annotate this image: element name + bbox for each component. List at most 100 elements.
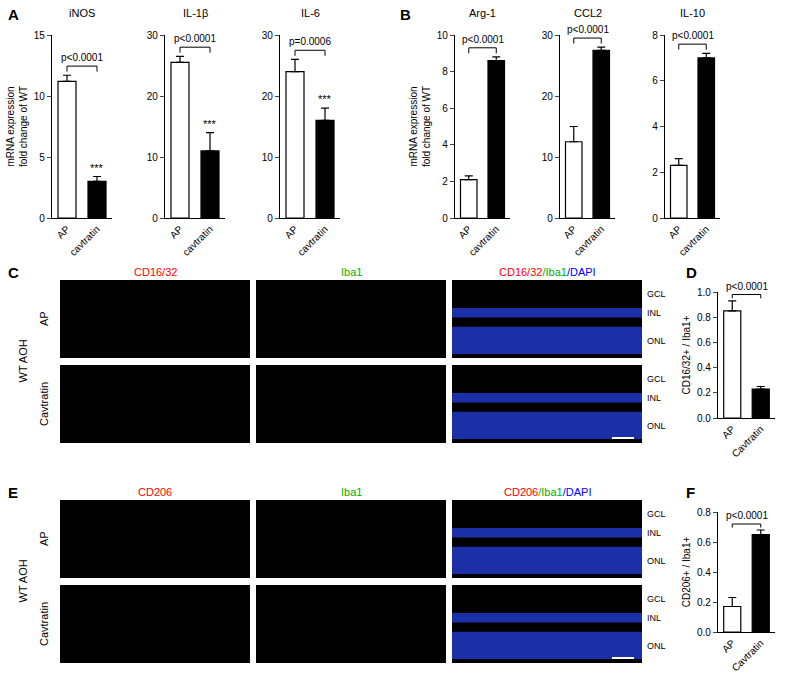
svg-text:AP: AP xyxy=(55,223,72,240)
svg-text:mRNA expressionfold change of: mRNA expressionfold change of WT xyxy=(408,86,432,167)
svg-text:p<0.0001: p<0.0001 xyxy=(726,281,768,292)
svg-text:6: 6 xyxy=(442,103,448,114)
svg-text:INL: INL xyxy=(647,308,661,318)
svg-text:IL-10: IL-10 xyxy=(680,7,705,19)
svg-text:iNOS: iNOS xyxy=(69,7,95,19)
svg-text:Cavtratin: Cavtratin xyxy=(730,423,766,459)
svg-text:10: 10 xyxy=(147,152,159,163)
svg-text:p<0.0001: p<0.0001 xyxy=(61,52,103,63)
svg-text:10: 10 xyxy=(34,91,46,102)
svg-text:AP: AP xyxy=(168,223,185,240)
svg-text:CCL2: CCL2 xyxy=(574,7,602,19)
svg-text:p<0.0001: p<0.0001 xyxy=(567,24,609,35)
svg-text:p<0.0001: p<0.0001 xyxy=(672,30,714,41)
svg-text:cavtratin: cavtratin xyxy=(180,223,215,258)
svg-text:ONL: ONL xyxy=(647,556,666,566)
svg-text:Iba1: Iba1 xyxy=(341,266,362,278)
svg-text:A: A xyxy=(8,6,19,23)
svg-text:0.8: 0.8 xyxy=(697,312,711,323)
svg-text:0: 0 xyxy=(152,213,158,224)
svg-text:INL: INL xyxy=(647,528,661,538)
svg-text:0: 0 xyxy=(267,213,273,224)
svg-text:0.4: 0.4 xyxy=(697,567,711,578)
svg-text:0.2: 0.2 xyxy=(697,387,711,398)
svg-text:CD206+ / Iba1+: CD206+ / Iba1+ xyxy=(681,537,692,608)
svg-text:AP: AP xyxy=(561,223,578,240)
svg-text:4: 4 xyxy=(652,121,658,132)
svg-text:AP: AP xyxy=(720,637,737,654)
svg-text:IL-6: IL-6 xyxy=(301,7,320,19)
svg-text:0.4: 0.4 xyxy=(697,362,711,373)
svg-text:cavtratin: cavtratin xyxy=(295,223,330,258)
svg-text:cavtratin: cavtratin xyxy=(677,223,712,258)
svg-text:ONL: ONL xyxy=(647,336,666,346)
svg-text:CD206/Iba1/DAPI: CD206/Iba1/DAPI xyxy=(504,486,591,498)
svg-text:2: 2 xyxy=(442,176,448,187)
svg-text:GCL: GCL xyxy=(647,289,666,299)
svg-text:CD16/32: CD16/32 xyxy=(134,266,177,278)
svg-text:8: 8 xyxy=(442,66,448,77)
svg-text:***: *** xyxy=(203,118,217,130)
svg-text:AP: AP xyxy=(456,223,473,240)
svg-text:0.0: 0.0 xyxy=(697,627,711,638)
svg-text:p<0.0001: p<0.0001 xyxy=(462,34,504,45)
svg-text:20: 20 xyxy=(542,91,554,102)
svg-text:AP: AP xyxy=(38,311,50,326)
svg-text:F: F xyxy=(686,484,695,501)
svg-text:10: 10 xyxy=(542,152,554,163)
svg-text:0: 0 xyxy=(39,213,45,224)
svg-text:WT AOH: WT AOH xyxy=(17,559,29,602)
svg-text:WT AOH: WT AOH xyxy=(17,339,29,382)
svg-text:2: 2 xyxy=(652,167,658,178)
svg-text:ONL: ONL xyxy=(647,641,666,651)
svg-text:Cavtratin: Cavtratin xyxy=(730,637,766,673)
svg-text:10: 10 xyxy=(262,152,274,163)
svg-text:Arg-1: Arg-1 xyxy=(469,7,496,19)
svg-text:0.0: 0.0 xyxy=(697,413,711,424)
svg-text:0.2: 0.2 xyxy=(697,597,711,608)
svg-text:INL: INL xyxy=(647,393,661,403)
svg-text:cavtratin: cavtratin xyxy=(572,223,607,258)
svg-text:0.8: 0.8 xyxy=(697,507,711,518)
svg-text:GCL: GCL xyxy=(647,374,666,384)
svg-text:8: 8 xyxy=(652,30,658,41)
svg-text:GCL: GCL xyxy=(647,509,666,519)
svg-text:E: E xyxy=(8,484,18,501)
svg-text:CD16/32/Iba1/DAPI: CD16/32/Iba1/DAPI xyxy=(499,266,596,278)
svg-text:30: 30 xyxy=(262,30,274,41)
svg-text:0: 0 xyxy=(547,213,553,224)
svg-text:AP: AP xyxy=(720,423,737,440)
svg-text:p<0.0001: p<0.0001 xyxy=(174,33,216,44)
svg-text:AP: AP xyxy=(38,531,50,546)
svg-text:20: 20 xyxy=(262,91,274,102)
svg-text:mRNA expressionfold change of: mRNA expressionfold change of WT xyxy=(5,86,29,167)
svg-text:0.6: 0.6 xyxy=(697,337,711,348)
svg-text:Cavtratin: Cavtratin xyxy=(38,382,50,426)
svg-text:5: 5 xyxy=(39,152,45,163)
svg-text:***: *** xyxy=(90,162,104,174)
svg-text:4: 4 xyxy=(442,139,448,150)
svg-text:CD206: CD206 xyxy=(138,486,172,498)
svg-text:6: 6 xyxy=(652,75,658,86)
svg-text:30: 30 xyxy=(147,30,159,41)
svg-text:15: 15 xyxy=(34,30,46,41)
svg-text:Cavtratin: Cavtratin xyxy=(38,602,50,646)
svg-text:GCL: GCL xyxy=(647,594,666,604)
svg-text:ONL: ONL xyxy=(647,421,666,431)
svg-text:INL: INL xyxy=(647,613,661,623)
svg-text:30: 30 xyxy=(542,30,554,41)
svg-text:p=0.0006: p=0.0006 xyxy=(289,36,331,47)
svg-text:0.6: 0.6 xyxy=(697,537,711,548)
svg-text:cavtratin: cavtratin xyxy=(467,223,502,258)
svg-text:***: *** xyxy=(318,93,332,105)
svg-text:CD16/32+ / Iba1+: CD16/32+ / Iba1+ xyxy=(681,315,692,394)
svg-text:0: 0 xyxy=(442,213,448,224)
svg-text:p<0.0001: p<0.0001 xyxy=(726,510,768,521)
svg-text:AP: AP xyxy=(666,223,683,240)
svg-text:AP: AP xyxy=(283,223,300,240)
svg-text:20: 20 xyxy=(147,91,159,102)
svg-text:cavtratin: cavtratin xyxy=(67,223,102,258)
svg-text:Iba1: Iba1 xyxy=(341,486,362,498)
svg-text:B: B xyxy=(400,6,411,23)
svg-text:10: 10 xyxy=(437,30,449,41)
